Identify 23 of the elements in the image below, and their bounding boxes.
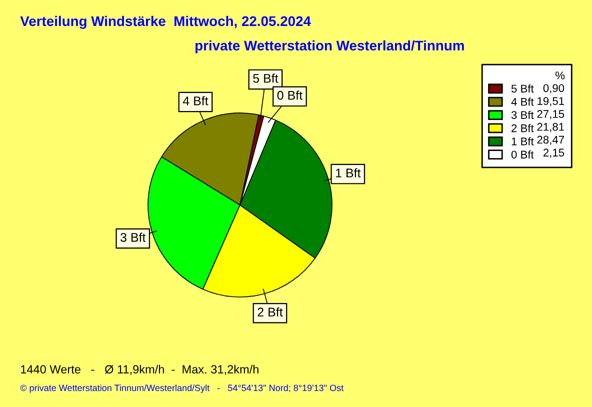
- slice-label: 3 Bft: [120, 232, 146, 242]
- legend-title: %: [555, 72, 565, 80]
- slice-label: 1 Bft: [336, 168, 361, 178]
- legend-label: 5 Bft: [511, 84, 534, 93]
- legend-label: 4 Bft: [511, 98, 534, 106]
- chart-title: Verteilung Windstärke Mittwoch, 22.05.2024: [20, 16, 311, 29]
- data-label: 2,15: [543, 148, 564, 158]
- data-label: 28,47: [537, 136, 564, 145]
- legend-label: 0 Bft: [511, 150, 534, 159]
- chart-subtitle: private Wetterstation Westerland/Tinnum: [196, 40, 464, 54]
- data-label: 21,81: [537, 122, 564, 132]
- legend-label: 1 Bft: [512, 137, 534, 146]
- legend-label: 2 Bft: [512, 124, 534, 132]
- slice-label: 5 Bft: [253, 74, 278, 83]
- slice-label: 0 Bft: [277, 90, 302, 100]
- data-label: 27,15: [537, 110, 564, 120]
- slice-label: 2 Bft: [258, 307, 283, 316]
- slice-label: 4 Bft: [182, 96, 208, 106]
- text: 1440 Werte - Ø 11,9km/h - Max. 31,2km/h: [21, 364, 258, 375]
- text: © private Wetterstation Tinnum/Westerland/Sylt - 54°54'13" Nord; 8°19'13" Ost: [20, 384, 344, 393]
- data-label: 0,90: [543, 84, 564, 94]
- legend-label: 3 Bft: [511, 110, 534, 119]
- data-label: 19,51: [538, 97, 564, 106]
